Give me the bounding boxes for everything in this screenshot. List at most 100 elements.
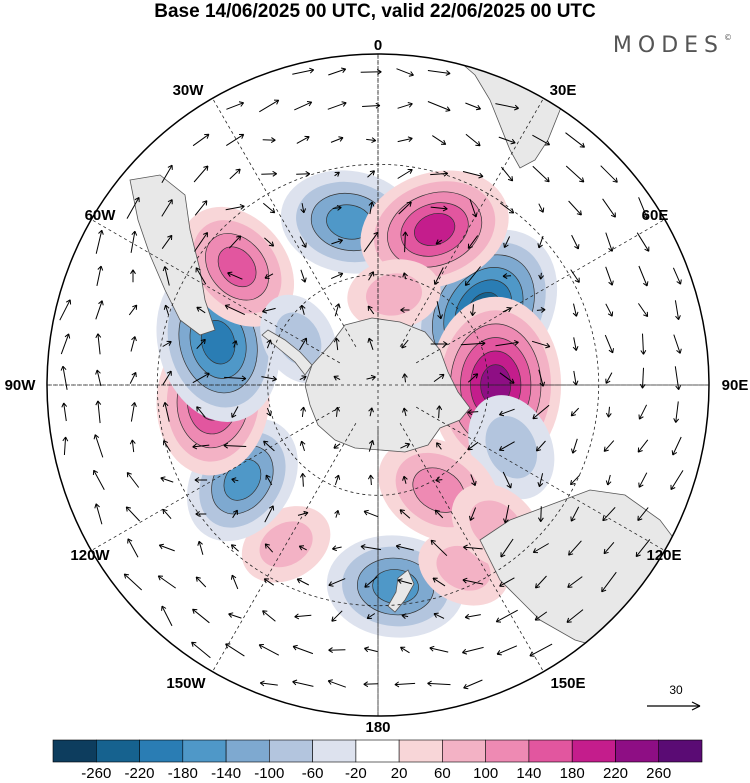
wind-arrowhead bbox=[503, 242, 509, 249]
wind-arrow bbox=[334, 303, 340, 317]
wind-arrow bbox=[499, 577, 515, 587]
wind-arrowhead bbox=[402, 475, 408, 481]
wind-arrowhead bbox=[394, 681, 400, 688]
wind-arrowhead bbox=[225, 643, 231, 649]
wind-arrowhead bbox=[601, 587, 607, 593]
wind-arrowhead bbox=[131, 230, 138, 236]
anomaly-contour bbox=[485, 415, 538, 479]
wind-arrow bbox=[158, 575, 176, 589]
wind-arrow bbox=[301, 407, 305, 417]
wind-arrow bbox=[403, 407, 407, 417]
wind-arrow bbox=[436, 442, 442, 450]
wind-arrow bbox=[328, 680, 346, 688]
wind-arrow bbox=[333, 375, 341, 381]
wind-arrow bbox=[127, 538, 139, 558]
wind-arrow bbox=[62, 366, 68, 390]
wind-arrow bbox=[126, 197, 140, 219]
anomaly-field bbox=[156, 170, 562, 638]
wind-arrow bbox=[396, 545, 414, 551]
wind-arrow bbox=[228, 235, 242, 249]
wind-arrow bbox=[260, 682, 278, 686]
wind-arrow bbox=[196, 406, 206, 418]
colorbar-swatch bbox=[442, 739, 486, 763]
wind-arrowhead bbox=[640, 350, 647, 355]
wind-arrowhead bbox=[404, 442, 411, 449]
wind-arrowhead bbox=[360, 544, 366, 550]
wind-arrow bbox=[397, 137, 413, 143]
wind-arrow bbox=[462, 646, 484, 654]
wind-arrowhead bbox=[263, 440, 269, 446]
wind-arrowhead bbox=[92, 469, 99, 476]
wind-arrowhead bbox=[671, 450, 678, 456]
wind-arrow bbox=[299, 337, 307, 351]
wind-arrow bbox=[394, 682, 416, 686]
wind-arrowhead bbox=[566, 617, 572, 623]
wind-arrow bbox=[94, 434, 104, 458]
wind-arrow bbox=[496, 645, 518, 655]
wind-arrowhead bbox=[328, 647, 333, 654]
wind-arrowhead bbox=[579, 142, 585, 148]
wind-arrow bbox=[404, 373, 406, 383]
wind-arrowhead bbox=[292, 679, 298, 686]
wind-arrowhead bbox=[443, 341, 448, 347]
colorbar-swatch bbox=[312, 739, 357, 763]
wind-arrowhead bbox=[376, 68, 382, 75]
wind-arrow bbox=[436, 301, 442, 319]
wind-arrow bbox=[435, 479, 443, 481]
colorbar-tick-label: 260 bbox=[646, 765, 671, 782]
wind-arrow bbox=[163, 440, 171, 452]
wind-arrowhead bbox=[610, 212, 616, 218]
wind-arrow bbox=[403, 476, 407, 484]
colorbar-tick-label: 60 bbox=[434, 765, 451, 782]
wind-arrow bbox=[638, 197, 648, 219]
wind-arrow bbox=[300, 269, 306, 283]
wind-arrowhead bbox=[228, 612, 234, 618]
lat-lon-grid bbox=[47, 54, 709, 716]
wind-arrowhead bbox=[97, 265, 104, 271]
wind-arrowhead bbox=[401, 343, 407, 349]
wind-arrowhead bbox=[158, 543, 164, 550]
wind-arrow bbox=[334, 171, 340, 177]
longitude-label: 150W bbox=[166, 675, 206, 692]
wind-arrow bbox=[97, 333, 101, 355]
wind-arrow bbox=[433, 373, 445, 383]
wind-arrow bbox=[130, 336, 136, 352]
wind-arrow bbox=[605, 303, 613, 317]
wind-arrow bbox=[162, 508, 172, 520]
wind-arrow bbox=[262, 610, 276, 622]
wind-arrowhead bbox=[675, 315, 681, 321]
wind-arrowhead bbox=[507, 176, 514, 182]
wind-arrow bbox=[434, 267, 444, 285]
wind-arrow bbox=[427, 101, 451, 111]
wind-arrow bbox=[160, 477, 174, 483]
new-zealand-landmass bbox=[387, 569, 415, 613]
wind-arrow bbox=[503, 236, 511, 248]
wind-arrow bbox=[637, 507, 649, 521]
colorbar-swatch bbox=[398, 739, 443, 763]
wind-arrowhead bbox=[435, 477, 441, 483]
wind-arrowhead bbox=[299, 473, 306, 478]
wind-arrowhead bbox=[406, 201, 412, 207]
wind-arrowhead bbox=[496, 650, 502, 656]
map-disc bbox=[47, 54, 709, 716]
colorbar-tick-label: 20 bbox=[391, 765, 408, 782]
wind-arrowhead bbox=[230, 574, 237, 580]
wind-arrowhead bbox=[644, 246, 650, 252]
wind-arrowhead bbox=[673, 418, 680, 423]
wind-arrowhead bbox=[167, 199, 173, 205]
wind-arrow bbox=[164, 266, 170, 286]
wind-arrowhead bbox=[272, 170, 277, 177]
wind-arrowhead bbox=[241, 375, 247, 382]
wind-arrowhead bbox=[232, 509, 238, 515]
wind-arrowhead bbox=[402, 373, 408, 379]
wind-arrow bbox=[363, 683, 379, 685]
wind-arrowhead bbox=[436, 405, 443, 411]
wind-arrow bbox=[335, 510, 339, 518]
wind-arrowhead bbox=[506, 307, 512, 313]
wind-arrowhead bbox=[163, 304, 170, 310]
wind-arrowhead bbox=[567, 582, 573, 588]
wind-arrow bbox=[367, 170, 375, 178]
wind-arrow bbox=[301, 203, 305, 213]
wind-arrowhead bbox=[301, 242, 307, 248]
wind-arrowhead bbox=[540, 307, 546, 313]
